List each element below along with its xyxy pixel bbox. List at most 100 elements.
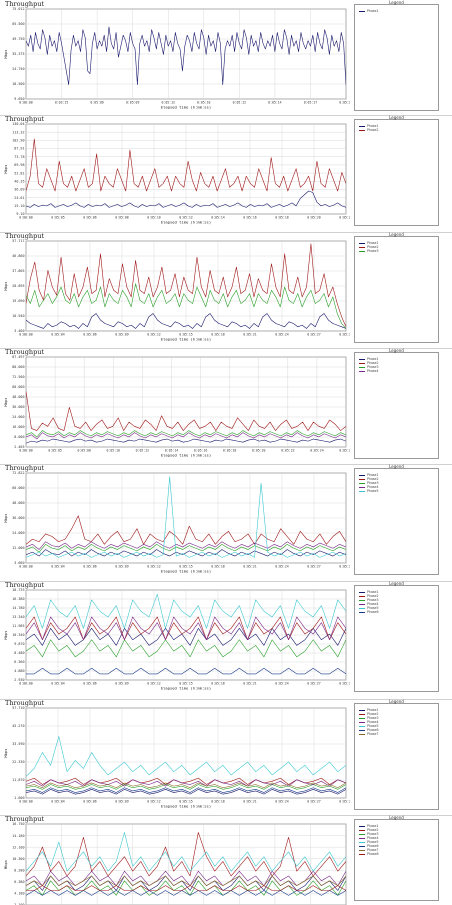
y-tick-label: 24.61 [14, 196, 24, 200]
legend-swatch [359, 482, 365, 484]
legend: Phase1 Phase2 Phase3 Phase4 [354, 352, 439, 459]
x-tick-label: 0:05:27 [307, 333, 321, 337]
legend: Phase1 Phase2 Phase3 Phase4 Phase5 Phase6 [354, 585, 439, 692]
y-tick-label: 4.180 [14, 892, 24, 896]
x-tick-label: 0:05:18 [211, 565, 225, 569]
chart-title: Throughput [5, 348, 45, 356]
chart-svg: 57.717 46.860 37.805 28.895 19.690 10.940 3.46… [3, 239, 350, 341]
y-tick-label: 65.500 [12, 22, 24, 26]
x-tick-label: 0:05:30 [339, 333, 350, 337]
legend-swatch [359, 603, 365, 605]
panel-divider [0, 581, 452, 582]
legend-label: Phase6 [367, 728, 379, 732]
series-line-phase2 [26, 243, 346, 327]
y-tick-label: 8.280 [14, 868, 24, 872]
x-tick-label: 0:05:08 [115, 216, 129, 220]
y-tick-label: 9.650 [14, 97, 24, 101]
series-line-phase2 [26, 138, 346, 192]
legend-label: Phase2 [367, 245, 379, 249]
legend: Phase1 [354, 4, 439, 111]
y-tick-label: 16.000 [12, 425, 24, 429]
x-tick-label: 0:05:20 [252, 449, 266, 453]
legend-label: Phase2 [367, 594, 379, 598]
series-line-phase6 [26, 890, 346, 896]
series-line-phase1 [26, 190, 346, 208]
x-tick-label: 0:05:18 [211, 682, 225, 686]
x-tick-label: 0:05:27 [307, 565, 321, 569]
series-line-phase7 [26, 875, 346, 886]
y-tick-label: 4.880 [14, 669, 24, 673]
x-tick-label: 0:05:09 [115, 565, 129, 569]
legend-label: Phase8 [367, 852, 379, 856]
x-tick-label: 0:05:09 [115, 682, 129, 686]
y-tick-label: 130.04 [12, 122, 24, 126]
x-tick-label: 0:05:18 [275, 216, 289, 220]
y-tick-label: 60.000 [12, 486, 24, 490]
y-tick-label: 11.985 [12, 624, 24, 628]
y-tick-label: 49.750 [12, 37, 24, 41]
series-line-phase1 [26, 313, 346, 329]
legend-entry: Phase1 [359, 241, 379, 245]
x-tick-label: 0:05:15 [179, 333, 193, 337]
x-tick-label: 0:05:17 [304, 101, 318, 105]
chart-panel-6: Throughput 18.733 16.380 14.780 13.340 11.985… [0, 581, 452, 696]
x-tick-label: 0:05:15 [179, 682, 193, 686]
series-group [26, 832, 346, 896]
series-line-phase4 [26, 779, 346, 787]
y-tick-label: 24.000 [12, 415, 24, 419]
legend-entry: Phase8 [359, 852, 379, 856]
legend-swatch [359, 486, 365, 488]
x-tick-label: 0:05:12 [147, 565, 161, 569]
x-tick-label: 0:00:00 [19, 333, 33, 337]
x-tick-label: 0:05:14 [211, 216, 225, 220]
y-tick-label: 28.895 [12, 284, 24, 288]
x-axis-label: Elapsed time (h:mm:ss) [161, 686, 211, 691]
x-tick-label: 0:05:21 [243, 333, 257, 337]
legend-label: Phase5 [367, 489, 379, 493]
legend-swatch [359, 721, 365, 723]
y-tick-label: 72.822 [12, 471, 24, 475]
chart-title: Throughput [5, 581, 45, 589]
panel-divider [0, 815, 452, 816]
legend-swatch [359, 725, 365, 727]
legend-swatch [359, 129, 365, 131]
legend-swatch [359, 829, 365, 831]
y-axis-label: Mbps [3, 630, 8, 639]
legend-label: Phase1 [367, 124, 379, 128]
y-tick-label: 16.380 [12, 597, 24, 601]
legend-label: Phase5 [367, 840, 379, 844]
y-tick-label: 46.860 [12, 254, 24, 258]
series-line-phase4 [26, 432, 346, 440]
y-axis-label: Mbps [3, 748, 8, 757]
legend-entry: Phase2 [359, 594, 379, 598]
y-tick-label: 18.733 [12, 588, 24, 592]
x-tick-label: 0:05:18 [223, 449, 237, 453]
chart-title: Throughput [5, 815, 45, 823]
legend-label: Phase7 [367, 732, 379, 736]
y-tick-label: 36.000 [12, 516, 24, 520]
x-tick-label: 0:05:16 [194, 449, 208, 453]
x-axis-label: Elapsed time (h:mm:ss) [161, 220, 211, 225]
series-line-phase7 [26, 782, 346, 789]
legend-entry: Phase6 [359, 728, 379, 732]
x-tick-label: 0:05:06 [90, 101, 104, 105]
legend-swatch [359, 849, 365, 851]
legend-label: Phase2 [367, 477, 379, 481]
y-tick-label: 14.180 [12, 834, 24, 838]
y-tick-label: 35.375 [12, 52, 24, 56]
x-axis-label: Elapsed time (h:mm:ss) [161, 569, 211, 574]
legend: Phase1 Phase2 Phase3 Phase4 Phase5 [354, 468, 439, 575]
chart-svg: 130.04 113.32 102.90 87.91 73.78 69.98 52.81 40… [3, 122, 350, 225]
y-tick-label: 36.000 [12, 405, 24, 409]
series-line-phase5 [26, 832, 346, 872]
legend-swatch [359, 733, 365, 735]
legend-title: Legend [389, 699, 404, 704]
series-line-phase4 [26, 541, 346, 550]
legend-label: Phase7 [367, 848, 379, 852]
x-tick-label: 0:05:06 [83, 682, 97, 686]
x-tick-label: 0:00:00 [19, 800, 33, 804]
y-axis-label: Mbps [3, 513, 8, 522]
legend-swatch [359, 713, 365, 715]
legend-label: Phase2 [367, 828, 379, 832]
legend-swatch [359, 599, 365, 601]
